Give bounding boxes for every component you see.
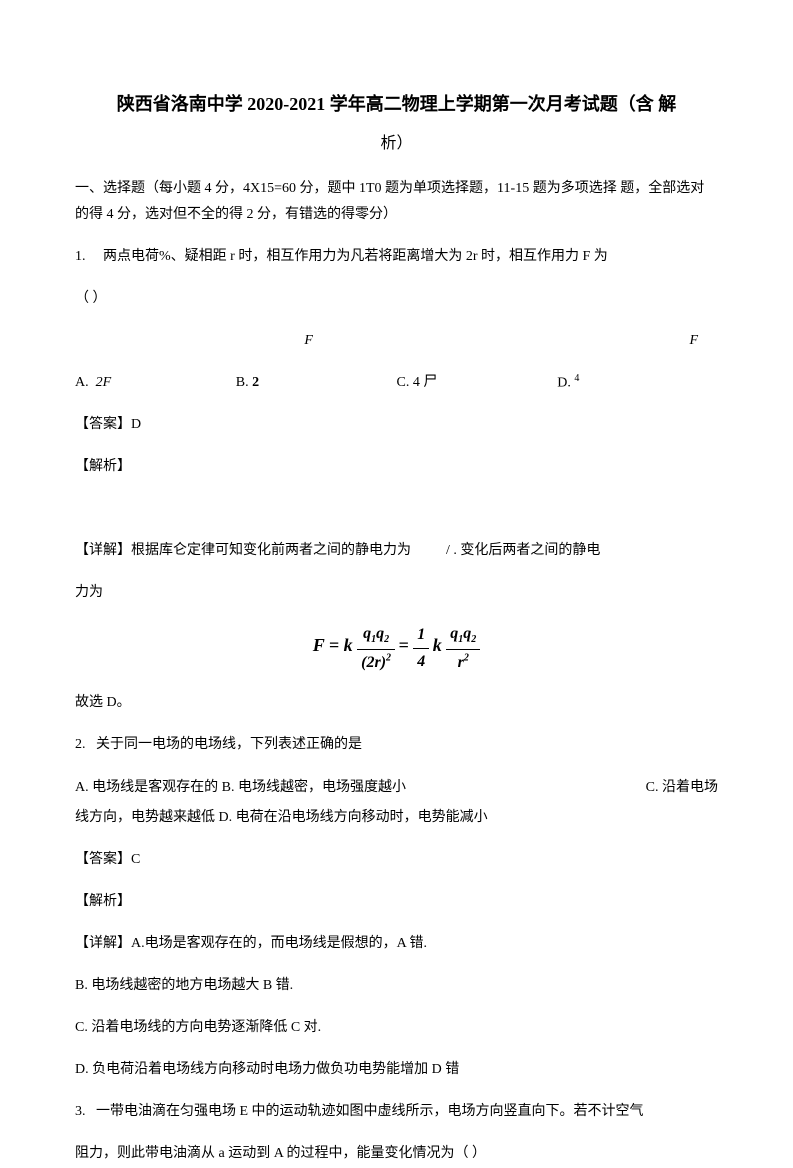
- question-2: 2. 关于同一电场的电场线，下列表述正确的是: [75, 731, 718, 759]
- q1-answer: 【答案】D: [75, 411, 718, 439]
- question-1: 1. 两点电荷%、疑相距 r 时，相互作用力为凡若将距离增大为 2r 时，相互作…: [75, 243, 718, 271]
- spacer-line: [75, 495, 718, 523]
- q1-opt-d: D. 4: [557, 369, 718, 398]
- q1-detail: 【详解】根据库仑定律可知变化前两者之间的静电力为 / . 变化后两者之间的静电: [75, 537, 718, 565]
- q2-opt-c: C. 沿着电场: [646, 773, 718, 804]
- q2-detail-b: B. 电场线越密的地方电场越大 B 错.: [75, 972, 718, 1000]
- spacer: [387, 327, 543, 355]
- q1-analysis: 【解析】: [75, 453, 718, 481]
- q1-text: 两点电荷%、疑相距 r 时，相互作用力为凡若将距离增大为 2r 时，相互作用力 …: [103, 249, 608, 264]
- q2-analysis: 【解析】: [75, 888, 718, 916]
- formula: F = k q1q2 (2r)2 = 1 4 k q1q2 r2: [75, 621, 718, 675]
- q1-paren: （ ）: [75, 285, 718, 313]
- spacer: [75, 327, 231, 355]
- q1-conclusion: 故选 D。: [75, 689, 718, 717]
- q2-detail-d: D. 负电荷沿着电场线方向移动时电场力做负功电势能增加 D 错: [75, 1056, 718, 1084]
- q1-opt-b: B. 2: [236, 369, 397, 398]
- q3-number: 3.: [75, 1104, 86, 1119]
- q2-opt-a: A. 电场线是客观存在的 B. 电场线越密，电场强度越小: [75, 780, 406, 795]
- f-label-2: F: [542, 327, 718, 355]
- q2-text: 关于同一电场的电场线，下列表述正确的是: [96, 737, 362, 752]
- q2-detail-c: C. 沿着电场线的方向电势逐渐降低 C 对.: [75, 1014, 718, 1042]
- q2-answer: 【答案】C: [75, 846, 718, 874]
- q2-line2: 线方向，电势越来越低 D. 电荷在沿电场线方向移动时，电势能减小: [75, 804, 718, 832]
- q3-text: 一带电油滴在匀强电场 E 中的运动轨迹如图中虚线所示，电场方向竖直向下。若不计空…: [96, 1104, 644, 1119]
- q1-opt-c: C. 4 尸: [397, 369, 558, 398]
- page-subtitle: 析）: [75, 131, 718, 157]
- q3-line2: 阻力，则此带电油滴从 a 运动到 A 的过程中，能量变化情况为（ ）: [75, 1140, 718, 1168]
- f-label-1: F: [231, 327, 387, 355]
- page-title: 陕西省洛南中学 2020-2021 学年高二物理上学期第一次月考试题（含 解: [75, 90, 718, 119]
- q1-options: A. 2F B. 2 C. 4 尸 D. 4: [75, 369, 718, 398]
- q2-number: 2.: [75, 737, 86, 752]
- q2-detail-a: 【详解】A.电场是客观存在的，而电场线是假想的，A 错.: [75, 930, 718, 958]
- q2-options: A. 电场线是客观存在的 B. 电场线越密，电场强度越小 C. 沿着电场: [75, 773, 718, 804]
- q1-f-row: F F: [75, 327, 718, 355]
- q1-detail-end: 力为: [75, 579, 718, 607]
- q1-opt-a: A. 2F: [75, 369, 236, 398]
- section-header: 一、选择题（每小题 4 分，4X15=60 分，题中 1T0 题为单项选择题，1…: [75, 176, 718, 226]
- q1-number: 1.: [75, 249, 86, 264]
